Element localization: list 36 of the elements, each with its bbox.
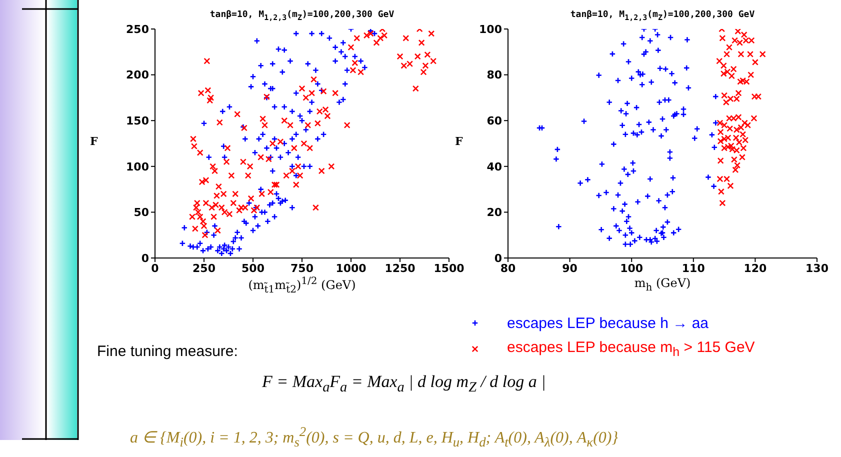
y-tick-label: 40 (486, 160, 502, 174)
y-tick-label: 60 (486, 114, 502, 128)
x-tick-label: 500 (242, 262, 265, 275)
y-tick-label: 150 (126, 114, 150, 128)
y-tick-label: 0 (141, 252, 150, 265)
y-tick-label: 20 (486, 206, 502, 220)
y-tick-label: 250 (126, 22, 150, 36)
y-tick-label: 100 (126, 160, 150, 174)
x-axis-title: m$_{h}$ (GeV) (633, 276, 692, 294)
chart-title: tanβ=10, M$_{1,2,3}$(m$_{Z}$)=100,200,300 GeV (569, 10, 756, 22)
y-tick-label: 50 (134, 206, 150, 220)
x-tick-label: 250 (192, 262, 216, 275)
y-tick-label: 80 (486, 68, 502, 82)
y-tick-label: 100 (479, 22, 502, 36)
chart-title: tanβ=10, M$_{1,2,3}$(m$_{Z}$)=100,200,300 GeV (208, 10, 396, 22)
y-tick-label: 200 (126, 68, 150, 82)
x-tick-label: 120 (744, 262, 768, 275)
text: F = Max$_{a}$F$_{a}$ = Max$_{a}$ | d log m$_{Z}$ / d log a | (262, 372, 546, 396)
legend-label: escapes LEP because m$_{h}$ > 115 GeV (507, 339, 755, 359)
legend-label: escapes LEP because h → aa (507, 314, 709, 332)
x-tick-label: 1500 (434, 262, 465, 275)
y-axis-title: F (455, 135, 463, 148)
x-tick-label: 1250 (384, 262, 416, 275)
x-tick-label: 130 (806, 262, 829, 275)
y-tick-label: 0 (494, 252, 502, 265)
x-tick-label: 1000 (336, 262, 367, 275)
x-tick-label: 0 (151, 262, 160, 275)
x-tick-label: 100 (620, 262, 644, 275)
x-tick-label: 80 (500, 262, 516, 275)
x-tick-label: 110 (682, 262, 706, 275)
x-tick-label: 750 (290, 262, 314, 275)
y-axis-title: F (90, 135, 98, 148)
x-axis-title: (m$_{t̃1}$m$_{t̃2}$)$^{1/2}$ (GeV) (247, 276, 357, 296)
text: a ∈ {M$_{i}$(0), i = 1, 2, 3; m$_{s}$$^{2}$(0), s = Q, u, d, L, e, H$_{u}$, H$_{d}$; A$_{t}$(0), A$_{λ}$(0), A$_{κ}$(0)} (130, 424, 618, 450)
text: Fine tuning measure: (97, 343, 238, 360)
x-tick-label: 90 (562, 262, 578, 275)
